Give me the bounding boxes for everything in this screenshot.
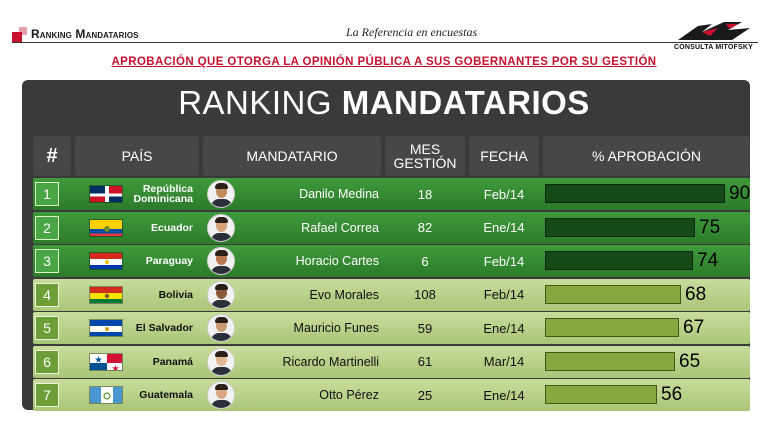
months-in-office: 82 [417,220,433,235]
country-name: República Dominicana [133,183,193,205]
header-divider [12,42,758,43]
board-title-bold: MANDATARIOS [341,84,590,121]
approval-value: 74 [697,250,719,271]
rank-badge: 4 [35,282,59,307]
el-salvador-flag-icon [89,319,123,337]
leader-portrait-icon [207,314,235,342]
column-header-months: MES GESTIÓN [385,136,465,176]
approval-bar [545,251,693,270]
rank-badge: 3 [35,249,59,273]
survey-date: Mar/14 [483,354,525,369]
table-row: 3 Paraguay Horacio Cartes 6 Feb/14 74 [33,245,750,277]
approval-value: 75 [699,216,721,238]
approval-value: 65 [679,350,701,372]
approval-bar [545,351,675,371]
brand-title: Ranking Mandatarios [31,27,139,41]
table-row: 4 Bolivia Evo Morales 108 Feb/14 68 [33,278,750,311]
leader-name: Horacio Cartes [295,254,379,268]
survey-date: Feb/14 [483,253,525,269]
country-name: Bolivia [158,288,193,301]
column-header-date: FECHA [469,136,539,176]
leader-name: Mauricio Funes [293,321,379,335]
rank-badge: 7 [35,383,59,407]
country-name: El Salvador [135,322,193,334]
dominican-republic-flag-icon [89,185,123,203]
survey-date: Ene/14 [483,220,525,235]
leader-name: Ricardo Martinelli [282,354,379,369]
board-title: RANKING MANDATARIOS [0,84,768,122]
approval-bar [545,385,657,404]
rank-badge: 6 [35,349,59,374]
board-title-light: RANKING [178,84,333,121]
paraguay-flag-icon [89,252,123,270]
leader-portrait-icon [207,381,235,409]
months-in-office: 108 [414,287,436,302]
survey-date: Ene/14 [483,320,525,336]
leader-portrait-icon [207,280,235,309]
guatemala-flag-icon [89,386,123,404]
approval-bar [545,217,695,237]
months-in-office: 59 [417,320,433,336]
rank-badge: 1 [35,182,59,206]
approval-value: 67 [683,317,705,338]
leader-portrait-icon [207,347,235,376]
survey-date: Feb/14 [483,186,525,202]
country-name: Panamá [152,355,193,368]
months-in-office: 18 [417,186,433,202]
leader-name: Evo Morales [309,287,379,302]
country-name: Guatemala [139,389,193,401]
leader-name: Danilo Medina [299,187,379,201]
column-header-country: PAÍS [75,136,199,176]
column-header-rank: # [33,136,71,176]
months-in-office: 61 [417,354,433,369]
table-row: 2 Ecuador Rafael Correa 82 Ene/14 75 [33,211,750,244]
approval-bar [545,318,679,337]
months-in-office: 25 [417,387,433,403]
tagline: La Referencia en encuestas [346,25,478,39]
leader-portrait-icon [207,213,235,242]
brand-title-text: Ranking Mandatarios [31,27,139,41]
approval-value: 56 [661,384,683,405]
rank-badge: 5 [35,316,59,340]
country-name: Paraguay [145,255,193,267]
column-header-approval: % APROBACIÓN [543,136,750,176]
approval-bar [545,284,681,304]
page-subtitle: APROBACIÓN QUE OTORGA LA OPINIÓN PÚBLICA… [111,56,657,68]
approval-value: 68 [685,283,707,305]
leader-portrait-icon [207,180,235,208]
country-name: Ecuador [150,221,193,234]
logo-text: CONSULTA MITOFSKY [674,44,753,51]
brand-logo-icon [12,27,30,43]
table-row: 7 Guatemala Otto Pérez 25 Ene/14 56 [33,379,750,411]
survey-date: Feb/14 [483,287,525,302]
leader-name: Rafael Correa [301,220,379,235]
table-row: 6 Panamá Ricardo Martinelli 61 Mar/14 65 [33,345,750,378]
approval-value: 90 [729,183,751,204]
survey-date: Ene/14 [483,387,525,403]
ecuador-flag-icon [89,218,123,237]
months-in-office: 6 [421,253,429,269]
leader-portrait-icon [207,247,235,275]
table-row: 5 El Salvador Mauricio Funes 59 Ene/14 67 [33,312,750,344]
bolivia-flag-icon [89,285,123,304]
column-header-leader: MANDATARIO [203,136,381,176]
consulta-mitofsky-logo: CONSULTA MITOFSKY [672,18,756,56]
mitofsky-swoosh-icon [678,22,750,40]
panama-flag-icon [89,352,123,371]
leader-name: Otto Pérez [319,388,379,402]
rank-badge: 2 [35,215,59,240]
table-row: 1 República Dominicana Danilo Medina 18 Feb/… [33,178,750,210]
approval-bar [545,184,725,203]
